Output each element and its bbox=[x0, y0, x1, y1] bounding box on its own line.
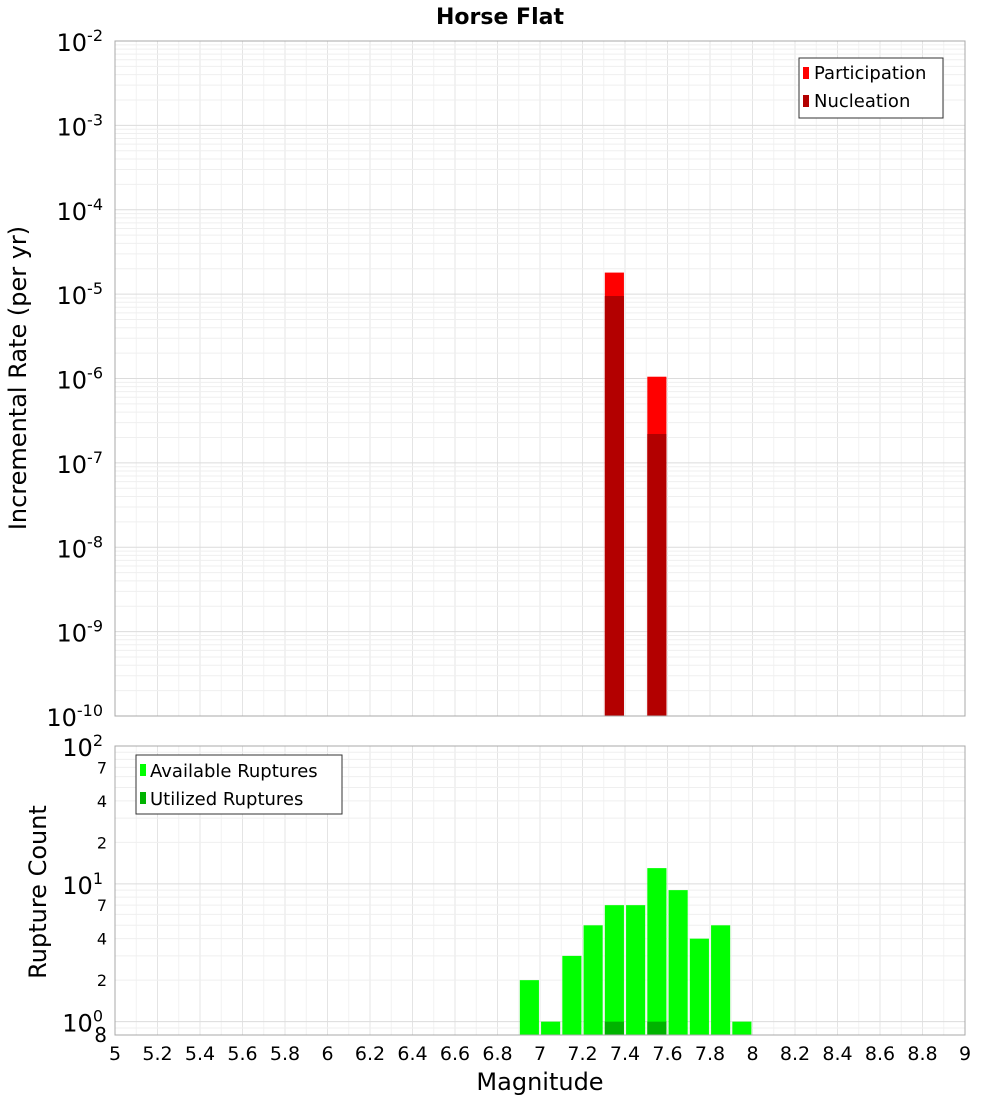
count-y-major-tick-label: 101 bbox=[62, 869, 103, 900]
count-y-minor-tick-label: 4 bbox=[97, 930, 107, 949]
count-y-major-tick-label: 100 bbox=[62, 1007, 103, 1038]
nucleation-legend-label: Nucleation bbox=[814, 91, 910, 112]
rate-bars bbox=[604, 272, 667, 716]
magnitude-x-tick-label: 7.4 bbox=[610, 1043, 640, 1065]
rate-y-tick-label: 10-6 bbox=[57, 364, 104, 395]
count-y-minor-tick-label: 8 bbox=[94, 1023, 107, 1047]
magnitude-x-tick-label: 6.4 bbox=[397, 1043, 427, 1065]
magnitude-x-tick-label: 5.8 bbox=[270, 1043, 300, 1065]
magnitude-x-tick-label: 5.2 bbox=[142, 1043, 172, 1065]
magnitude-x-tick-label: 5 bbox=[109, 1043, 121, 1065]
magnitude-x-tick-label: 7.8 bbox=[695, 1043, 725, 1065]
count-panel: 100 101 102 8 2 4 7 2 4 7 5 5.2 5.4 5.6 5.8 6 6.2 6.4 6.6… bbox=[24, 731, 971, 1096]
rate-y-ticks: 10-10 10-9 10-8 10-7 10-6 10-5 10-4 10-3 10-2 bbox=[46, 26, 103, 732]
rate-y-tick-label: 10-8 bbox=[57, 532, 104, 563]
available-bar-7.95 bbox=[732, 1021, 752, 1035]
available-bar-7.75 bbox=[689, 938, 709, 1035]
rate-y-tick-label: 10-2 bbox=[57, 26, 104, 57]
count-legend-box bbox=[135, 754, 343, 815]
magnitude-x-tick-label: 8.4 bbox=[822, 1043, 852, 1065]
utilized-bar-7.35 bbox=[604, 1021, 624, 1035]
available-bar-7.35 bbox=[604, 905, 624, 1035]
utilized-legend-label: Utilized Ruptures bbox=[150, 789, 303, 810]
available-bar-7.05 bbox=[541, 1021, 561, 1035]
nucleation-bar-7.35 bbox=[604, 296, 624, 716]
magnitude-x-tick-label: 7.6 bbox=[652, 1043, 682, 1065]
magnitude-x-tick-label: 8 bbox=[746, 1043, 758, 1065]
count-y-axis-label: Rupture Count bbox=[24, 805, 52, 979]
count-y-major-tick-label: 102 bbox=[62, 731, 103, 762]
available-legend-swatch bbox=[140, 764, 146, 776]
available-bar-7.85 bbox=[711, 925, 731, 1035]
rate-y-tick-label: 10-7 bbox=[57, 448, 104, 479]
magnitude-x-tick-label: 8.6 bbox=[865, 1043, 895, 1065]
utilized-bar-7.55 bbox=[647, 1021, 667, 1035]
magnitude-x-tick-label: 8.2 bbox=[780, 1043, 810, 1065]
rate-y-tick-label: 10-4 bbox=[57, 195, 104, 226]
available-bar-7.15 bbox=[562, 955, 582, 1035]
count-y-ticks: 100 101 102 8 2 4 7 2 4 7 bbox=[62, 731, 107, 1047]
magnitude-x-tick-label: 8.8 bbox=[907, 1043, 937, 1065]
count-bars bbox=[519, 868, 752, 1035]
chart-title: Horse Flat bbox=[436, 5, 564, 30]
rate-grid bbox=[114, 41, 966, 717]
available-bar-7.65 bbox=[668, 890, 688, 1035]
nucleation-bar-7.55 bbox=[647, 433, 667, 716]
rate-legend-box bbox=[798, 57, 944, 119]
participation-legend-swatch bbox=[803, 67, 809, 79]
rate-y-tick-label: 10-5 bbox=[57, 279, 104, 310]
available-bar-7.55 bbox=[647, 868, 667, 1035]
count-y-minor-tick-label: 7 bbox=[97, 758, 107, 777]
magnitude-x-tick-label: 6 bbox=[321, 1043, 333, 1065]
magnitude-x-tick-label: 9 bbox=[959, 1043, 971, 1065]
available-legend-label: Available Ruptures bbox=[150, 761, 318, 782]
available-bar-6.95 bbox=[519, 980, 539, 1035]
count-y-minor-tick-label: 2 bbox=[97, 833, 107, 852]
rate-y-tick-label: 10-9 bbox=[57, 617, 104, 648]
available-bar-7.25 bbox=[583, 925, 603, 1035]
magnitude-x-tick-label: 7.2 bbox=[567, 1043, 597, 1065]
count-legend: Available Ruptures Utilized Ruptures bbox=[135, 754, 343, 815]
participation-legend-label: Participation bbox=[814, 63, 926, 84]
rate-panel: Horse Flat 10-10 10-9 10-8 10-7 10-6 10-5 10-4… bbox=[4, 5, 966, 732]
magnitude-x-tick-label: 7 bbox=[534, 1043, 546, 1065]
rate-plot-frame bbox=[114, 40, 966, 717]
rate-y-axis-label: Incremental Rate (per yr) bbox=[4, 226, 32, 530]
magnitude-x-tick-label: 6.8 bbox=[482, 1043, 512, 1065]
rate-y-tick-label: 10-3 bbox=[57, 110, 104, 141]
magnitude-x-tick-label: 6.2 bbox=[355, 1043, 385, 1065]
magnitude-x-tick-label: 5.6 bbox=[227, 1043, 257, 1065]
magnitude-x-tick-label: 6.6 bbox=[440, 1043, 470, 1065]
rate-y-tick-label: 10-10 bbox=[46, 701, 103, 732]
count-y-minor-tick-label: 4 bbox=[97, 792, 107, 811]
rate-legend: Participation Nucleation bbox=[798, 57, 944, 119]
available-bar-7.45 bbox=[626, 905, 646, 1035]
magnitude-x-tick-label: 5.4 bbox=[185, 1043, 215, 1065]
count-y-minor-tick-label: 2 bbox=[97, 971, 107, 990]
magnitude-x-axis-label: Magnitude bbox=[476, 1068, 603, 1096]
magnitude-x-ticks: 5 5.2 5.4 5.6 5.8 6 6.2 6.4 6.6 6.8 7 7.2 7.4 7.6 7.8 8… bbox=[109, 1043, 971, 1065]
count-y-minor-tick-label: 7 bbox=[97, 896, 107, 915]
utilized-legend-swatch bbox=[140, 792, 146, 804]
nucleation-legend-swatch bbox=[803, 95, 809, 107]
count-plot-frame bbox=[114, 745, 966, 1036]
